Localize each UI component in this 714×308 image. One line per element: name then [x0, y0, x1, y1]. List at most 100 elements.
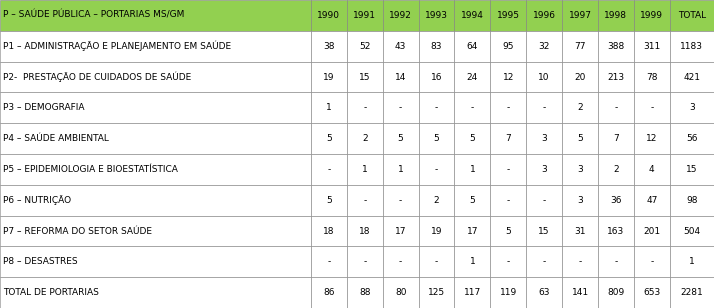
Text: -: -: [650, 257, 653, 266]
Text: 24: 24: [467, 72, 478, 82]
Text: 31: 31: [574, 226, 585, 236]
Bar: [383, 62, 418, 92]
Text: 83: 83: [431, 42, 442, 51]
Bar: [670, 31, 714, 62]
Text: 86: 86: [323, 288, 335, 297]
Bar: [562, 31, 598, 62]
Text: 1998: 1998: [605, 11, 628, 20]
Text: 17: 17: [467, 226, 478, 236]
Bar: [418, 277, 455, 308]
Text: -: -: [543, 257, 545, 266]
Bar: [670, 154, 714, 185]
Text: 1999: 1999: [640, 11, 663, 20]
Text: 1994: 1994: [461, 11, 484, 20]
Bar: [670, 185, 714, 216]
Bar: [418, 185, 455, 216]
Bar: [347, 154, 383, 185]
Text: 16: 16: [431, 72, 442, 82]
Text: 63: 63: [538, 288, 550, 297]
Bar: [670, 246, 714, 277]
Text: 3: 3: [577, 196, 583, 205]
Bar: [455, 185, 491, 216]
Bar: [347, 246, 383, 277]
Bar: [383, 92, 418, 123]
Bar: [455, 277, 491, 308]
Bar: [347, 216, 383, 246]
Bar: [0, 31, 311, 62]
Text: 504: 504: [683, 226, 700, 236]
Text: 1: 1: [689, 257, 695, 266]
Bar: [670, 0, 714, 31]
Bar: [311, 0, 347, 31]
Bar: [347, 277, 383, 308]
Text: TOTAL: TOTAL: [678, 11, 706, 20]
Text: 19: 19: [431, 226, 442, 236]
Text: 1990: 1990: [318, 11, 341, 20]
Bar: [526, 246, 562, 277]
Bar: [347, 123, 383, 154]
Text: 15: 15: [359, 72, 371, 82]
Text: 1997: 1997: [568, 11, 591, 20]
Text: P6 – NUTRIÇÃO: P6 – NUTRIÇÃO: [3, 195, 71, 205]
Text: 1: 1: [470, 165, 476, 174]
Bar: [311, 185, 347, 216]
Text: 64: 64: [467, 42, 478, 51]
Text: 4: 4: [649, 165, 655, 174]
Bar: [598, 277, 634, 308]
Text: 2: 2: [433, 196, 439, 205]
Text: 32: 32: [538, 42, 550, 51]
Text: 653: 653: [643, 288, 660, 297]
Bar: [491, 154, 526, 185]
Text: 1: 1: [398, 165, 403, 174]
Bar: [383, 216, 418, 246]
Bar: [526, 0, 562, 31]
Text: 36: 36: [610, 196, 622, 205]
Text: 10: 10: [538, 72, 550, 82]
Text: -: -: [363, 103, 366, 112]
Bar: [562, 154, 598, 185]
Bar: [0, 123, 311, 154]
Text: 1991: 1991: [353, 11, 376, 20]
Bar: [383, 185, 418, 216]
Text: 98: 98: [686, 196, 698, 205]
Bar: [383, 31, 418, 62]
Bar: [347, 0, 383, 31]
Text: 125: 125: [428, 288, 445, 297]
Text: 3: 3: [541, 165, 547, 174]
Text: 1996: 1996: [533, 11, 555, 20]
Text: -: -: [650, 103, 653, 112]
Bar: [598, 246, 634, 277]
Bar: [347, 92, 383, 123]
Bar: [311, 31, 347, 62]
Text: -: -: [435, 257, 438, 266]
Bar: [634, 277, 670, 308]
Bar: [491, 123, 526, 154]
Text: 5: 5: [326, 134, 332, 143]
Bar: [562, 216, 598, 246]
Bar: [670, 123, 714, 154]
Bar: [383, 246, 418, 277]
Text: 7: 7: [506, 134, 511, 143]
Bar: [418, 31, 455, 62]
Bar: [418, 246, 455, 277]
Text: 1: 1: [326, 103, 332, 112]
Text: 3: 3: [689, 103, 695, 112]
Text: 1: 1: [362, 165, 368, 174]
Text: -: -: [327, 257, 331, 266]
Bar: [0, 246, 311, 277]
Bar: [491, 277, 526, 308]
Bar: [311, 92, 347, 123]
Bar: [418, 216, 455, 246]
Bar: [670, 216, 714, 246]
Text: -: -: [543, 103, 545, 112]
Text: P7 – REFORMA DO SETOR SAÚDE: P7 – REFORMA DO SETOR SAÚDE: [3, 226, 152, 236]
Text: 95: 95: [503, 42, 514, 51]
Bar: [0, 62, 311, 92]
Text: P8 – DESASTRES: P8 – DESASTRES: [3, 257, 78, 266]
Bar: [598, 31, 634, 62]
Bar: [634, 31, 670, 62]
Text: 7: 7: [613, 134, 619, 143]
Text: 1: 1: [470, 257, 476, 266]
Bar: [598, 92, 634, 123]
Text: 88: 88: [359, 288, 371, 297]
